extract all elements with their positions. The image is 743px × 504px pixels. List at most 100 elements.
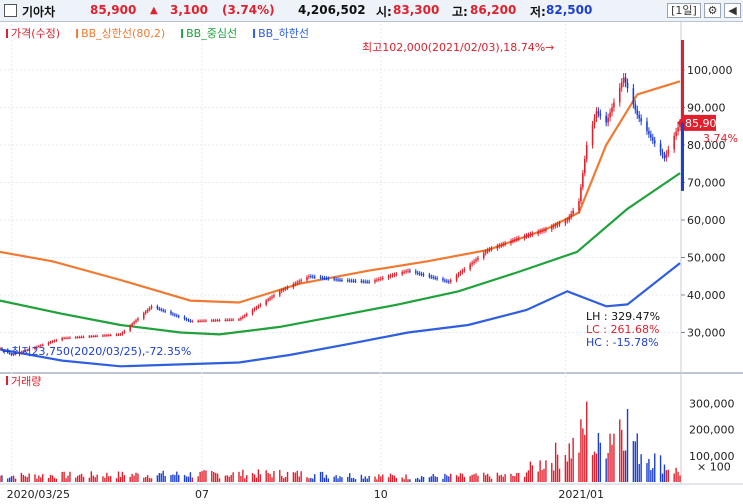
volume-bar	[619, 419, 621, 482]
candle-body	[269, 297, 271, 300]
candle-body	[350, 280, 353, 282]
volume-bar	[461, 473, 464, 482]
volume-bar	[450, 473, 452, 482]
candle-body	[312, 276, 314, 278]
select-checkbox[interactable]	[4, 4, 17, 17]
volume-bar	[401, 477, 403, 482]
bb-upper-line	[0, 80, 681, 304]
candle-body	[88, 336, 91, 338]
range-bar-down	[681, 122, 684, 191]
candle-body	[543, 230, 545, 231]
volume-bar	[0, 475, 1, 482]
candle-body	[205, 320, 207, 322]
price-change-percent: (3.74%)	[222, 3, 275, 17]
volume-bar	[226, 475, 229, 482]
volume-bar	[14, 478, 17, 482]
volume-bar	[282, 478, 285, 482]
volume-bar	[218, 478, 221, 482]
volume-bar	[677, 471, 679, 482]
candle-body	[51, 341, 54, 343]
candle-body	[146, 309, 149, 312]
candle-body	[271, 296, 273, 298]
candle-body	[310, 276, 312, 278]
volume-bar	[92, 475, 94, 482]
candle-body	[430, 276, 433, 278]
volume-bar	[516, 473, 518, 482]
candle-body	[267, 299, 269, 301]
volume-bar	[566, 461, 569, 482]
volume-bar	[531, 465, 534, 482]
candle-body	[580, 187, 582, 202]
candle-body	[216, 320, 219, 322]
range-bar-up	[681, 40, 684, 123]
volume-bar	[341, 477, 343, 482]
candle-body	[129, 325, 131, 331]
candle-body	[502, 244, 504, 245]
volume-bar	[185, 476, 188, 482]
candle-body	[568, 216, 571, 220]
volume-bar	[80, 473, 83, 482]
current-price-tag	[683, 114, 716, 131]
volume-bar	[178, 474, 180, 482]
prev-button[interactable]: ◀	[724, 3, 741, 18]
volume-bar	[432, 474, 434, 482]
volume-bar	[665, 470, 668, 482]
settings-button[interactable]: ⚙	[704, 3, 721, 18]
volume-bar	[312, 478, 314, 482]
price-change: 3,100	[170, 3, 208, 17]
volume-bar	[273, 470, 275, 482]
volume-bar	[582, 428, 584, 482]
lc-stat: LC : 261.68%	[586, 323, 659, 336]
volume-bar	[469, 476, 471, 482]
candle-body	[109, 335, 112, 336]
candle-body	[294, 283, 297, 285]
volume-bar	[230, 474, 232, 482]
volume-bar	[156, 475, 159, 482]
candle-body	[160, 309, 163, 311]
candle-body	[36, 346, 38, 348]
volume-bar	[667, 469, 670, 482]
volume-bar	[418, 479, 421, 482]
volume-bar	[417, 477, 419, 482]
candle-body	[292, 284, 295, 288]
candle-body	[230, 319, 232, 321]
volume-bar	[174, 474, 176, 482]
candle-body	[475, 259, 477, 262]
volume-bar	[117, 471, 120, 482]
volume-bar	[246, 475, 248, 482]
volume-bar	[292, 472, 295, 482]
volume-bar	[605, 458, 607, 482]
volume-bar	[518, 472, 520, 482]
candle-body	[228, 319, 231, 321]
volume-bar	[556, 454, 559, 482]
candle-body	[525, 235, 528, 237]
volume-bar	[490, 478, 493, 482]
candle-body	[197, 320, 199, 322]
volume-bar	[663, 464, 666, 482]
volume-bar	[580, 419, 582, 482]
candle-body	[584, 159, 586, 174]
candle-body	[346, 280, 349, 282]
candle-body	[558, 223, 561, 225]
candle-body	[162, 310, 164, 311]
volume-bar	[593, 451, 596, 482]
candle-body	[354, 280, 357, 282]
volume-bar	[143, 477, 145, 482]
volume-tick-label: 200,000	[689, 424, 735, 437]
candle-body	[238, 319, 240, 321]
period-button[interactable]: [1일]	[667, 3, 701, 18]
candle-body	[527, 235, 530, 236]
date-tick-label: 2020/03/25	[7, 488, 70, 501]
candle-body	[148, 308, 151, 310]
volume-bar	[123, 475, 126, 482]
volume-bar	[459, 473, 462, 482]
candle-body	[296, 282, 299, 284]
candle-body	[510, 241, 512, 244]
volume-legend: 거래량	[6, 375, 41, 388]
candle-body	[496, 246, 499, 249]
volume-bar	[502, 476, 504, 482]
volume-bar	[129, 476, 131, 482]
hc-stat: HC : -15.78%	[586, 336, 659, 349]
candle-body	[414, 271, 417, 273]
volume-bar	[586, 401, 588, 482]
